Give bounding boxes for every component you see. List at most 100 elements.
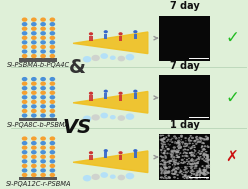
Circle shape	[22, 168, 28, 173]
Circle shape	[187, 171, 189, 172]
Circle shape	[176, 149, 178, 150]
Circle shape	[165, 175, 167, 176]
Circle shape	[168, 171, 171, 173]
Circle shape	[193, 152, 195, 154]
Circle shape	[171, 170, 173, 172]
Circle shape	[206, 165, 208, 167]
Circle shape	[165, 177, 168, 179]
Circle shape	[165, 160, 166, 161]
Bar	[19, 58, 58, 61]
Circle shape	[172, 168, 175, 171]
Circle shape	[205, 139, 207, 140]
Circle shape	[161, 146, 164, 148]
Circle shape	[89, 32, 93, 35]
Circle shape	[184, 143, 186, 144]
Circle shape	[174, 173, 175, 174]
Circle shape	[181, 162, 182, 163]
Circle shape	[22, 54, 28, 58]
Circle shape	[162, 170, 163, 171]
Circle shape	[195, 138, 197, 139]
Circle shape	[184, 175, 186, 177]
Circle shape	[163, 172, 165, 174]
Circle shape	[201, 151, 203, 153]
Circle shape	[199, 159, 200, 160]
Circle shape	[182, 176, 185, 178]
Circle shape	[177, 167, 179, 168]
Circle shape	[40, 27, 46, 31]
Circle shape	[31, 17, 37, 22]
Circle shape	[167, 171, 169, 173]
Circle shape	[206, 167, 207, 168]
Circle shape	[22, 81, 28, 86]
Circle shape	[40, 159, 46, 163]
Circle shape	[160, 149, 162, 151]
Circle shape	[40, 141, 46, 145]
Text: 7 day: 7 day	[170, 1, 200, 11]
Circle shape	[177, 156, 180, 158]
Circle shape	[168, 135, 170, 137]
Circle shape	[206, 137, 209, 139]
Circle shape	[165, 151, 166, 152]
Circle shape	[164, 167, 168, 169]
Circle shape	[166, 161, 168, 162]
Circle shape	[133, 149, 137, 152]
Text: Si-PQA12C-r-PSBMA: Si-PQA12C-r-PSBMA	[6, 181, 71, 187]
Circle shape	[50, 17, 55, 22]
Circle shape	[165, 172, 168, 174]
Circle shape	[191, 152, 193, 153]
Circle shape	[165, 136, 167, 138]
Bar	[119, 155, 122, 160]
Circle shape	[169, 145, 170, 146]
Circle shape	[50, 49, 55, 54]
Circle shape	[203, 177, 204, 178]
Circle shape	[180, 162, 182, 164]
Circle shape	[183, 151, 186, 153]
Circle shape	[206, 165, 209, 168]
Circle shape	[195, 175, 197, 177]
Circle shape	[180, 136, 183, 138]
Circle shape	[167, 143, 169, 145]
Circle shape	[170, 153, 173, 155]
Circle shape	[184, 137, 187, 139]
Circle shape	[177, 178, 179, 179]
Circle shape	[206, 178, 207, 179]
Text: ✓: ✓	[225, 89, 239, 107]
Circle shape	[199, 173, 201, 175]
Circle shape	[190, 171, 192, 173]
Circle shape	[188, 166, 190, 167]
Circle shape	[172, 153, 174, 155]
Circle shape	[173, 161, 176, 163]
Circle shape	[184, 166, 187, 168]
Circle shape	[189, 177, 193, 179]
Circle shape	[166, 167, 168, 169]
Circle shape	[206, 151, 208, 152]
Circle shape	[200, 158, 201, 159]
Circle shape	[31, 27, 37, 31]
Circle shape	[160, 143, 163, 144]
Circle shape	[201, 172, 204, 174]
Circle shape	[165, 168, 167, 169]
Circle shape	[177, 168, 179, 170]
Bar	[19, 118, 58, 121]
Circle shape	[174, 172, 175, 173]
Circle shape	[162, 138, 164, 140]
Circle shape	[92, 174, 100, 180]
Circle shape	[199, 156, 202, 158]
Circle shape	[173, 163, 175, 164]
Circle shape	[118, 115, 125, 121]
Circle shape	[205, 154, 208, 156]
Circle shape	[50, 150, 55, 154]
Circle shape	[170, 154, 171, 155]
Circle shape	[189, 175, 191, 177]
Circle shape	[182, 143, 183, 145]
Circle shape	[176, 150, 179, 152]
Circle shape	[22, 150, 28, 154]
Circle shape	[164, 170, 168, 173]
Circle shape	[203, 157, 205, 158]
Circle shape	[206, 155, 208, 156]
Text: 7 day: 7 day	[170, 60, 200, 70]
Circle shape	[186, 143, 188, 144]
Circle shape	[181, 141, 184, 143]
Circle shape	[202, 149, 205, 151]
Circle shape	[40, 164, 46, 168]
